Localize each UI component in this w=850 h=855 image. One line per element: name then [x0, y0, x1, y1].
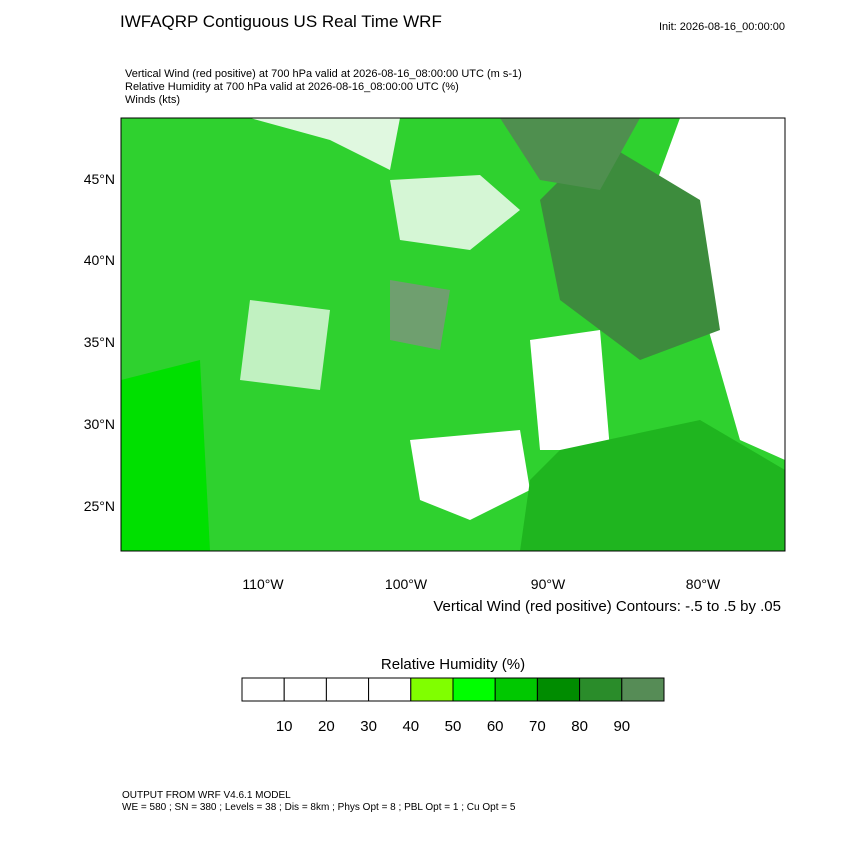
- lon-label: 80°W: [686, 576, 721, 592]
- colorbar-box: [494, 677, 538, 702]
- colorbar-box: [241, 677, 285, 702]
- init-time: Init: 2026-08-16_00:00:00: [659, 21, 785, 33]
- lon-label: 100°W: [385, 576, 428, 592]
- colorbar-box: [452, 677, 496, 702]
- lat-label: 30°N: [84, 416, 115, 432]
- colorbar: 10 20 30 40 50 60 70 80 90: [241, 677, 665, 735]
- colorbar-label: 10: [276, 718, 293, 735]
- colorbar-label: 90: [613, 718, 630, 735]
- lon-label: 90°W: [531, 576, 566, 592]
- colorbar-label: 20: [318, 718, 335, 735]
- colorbar-box: [410, 677, 454, 702]
- colorbar-box: [325, 677, 370, 702]
- colorbar-box: [621, 677, 665, 702]
- lon-label: 110°W: [242, 576, 284, 592]
- field-label: Vertical Wind (red positive) at 700 hPa …: [125, 68, 522, 80]
- footer: OUTPUT FROM WRF V4.6.1 MODEL: [122, 790, 291, 801]
- colorbar-title: Relative Humidity (%): [381, 656, 525, 673]
- colorbar-label: 60: [487, 718, 504, 735]
- colorbar-label: 50: [445, 718, 462, 735]
- colorbar-label: 80: [571, 718, 588, 735]
- footer: WE = 580 ; SN = 380 ; Levels = 38 ; Dis …: [122, 802, 516, 813]
- field-label: Winds (kts): [125, 94, 180, 106]
- lat-label: 25°N: [84, 498, 115, 514]
- colorbar-label: 30: [360, 718, 377, 735]
- contour-note: Vertical Wind (red positive) Contours: -…: [433, 598, 781, 615]
- lat-label: 40°N: [84, 252, 115, 268]
- lat-label: 35°N: [84, 334, 115, 350]
- lat-label: 45°N: [84, 171, 115, 187]
- colorbar-box: [368, 677, 412, 702]
- colorbar-box: [536, 677, 581, 702]
- colorbar-box: [283, 677, 327, 702]
- title: IWFAQRP Contiguous US Real Time WRF: [120, 12, 442, 31]
- colorbar-label: 70: [529, 718, 546, 735]
- colorbar-box: [579, 677, 623, 702]
- colorbar-label: 40: [402, 718, 419, 735]
- field-label: Relative Humidity at 700 hPa valid at 20…: [125, 81, 459, 93]
- map: [120, 117, 786, 552]
